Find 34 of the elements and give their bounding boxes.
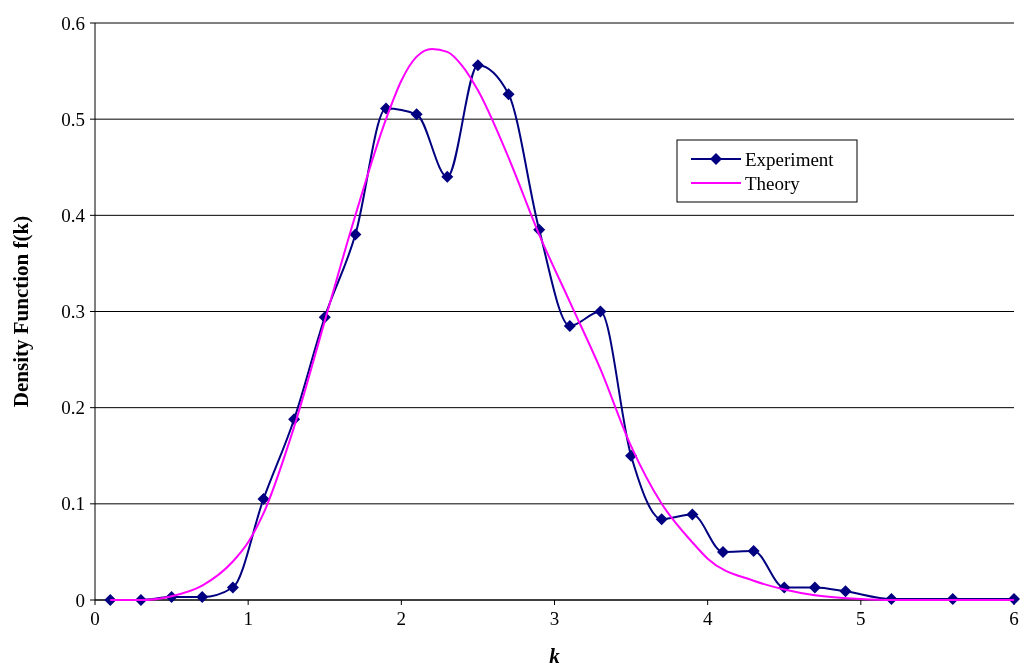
point (226, 581, 239, 594)
y-tick-label: 0.3 (61, 301, 85, 323)
point (686, 508, 699, 521)
x-axis-title: k (549, 644, 561, 667)
x-tick-label: 4 (702, 608, 713, 629)
point (196, 591, 209, 604)
point (594, 305, 607, 318)
point (747, 544, 760, 557)
y-tick-label: 0.2 (61, 397, 85, 419)
x-tick-label: 1 (243, 608, 253, 629)
point (502, 88, 515, 101)
x-tick-label: 2 (396, 608, 407, 629)
point (563, 319, 576, 332)
legend-label: Theory (745, 172, 801, 194)
point (808, 581, 821, 594)
point (471, 59, 484, 72)
point (839, 585, 852, 598)
point (716, 545, 729, 558)
x-tick-label: 3 (549, 608, 560, 629)
point (410, 108, 423, 121)
y-tick-label: 0.6 (61, 12, 85, 34)
y-tick-label: 0.4 (61, 204, 86, 226)
y-axis-title: Density Function f(k) (9, 215, 33, 408)
x-tick-label: 5 (856, 608, 866, 629)
x-tick-label: 6 (1009, 608, 1019, 629)
point (655, 513, 668, 526)
legend-label: Experiment (745, 148, 835, 170)
point (349, 228, 362, 241)
y-tick-label: 0.1 (61, 493, 85, 515)
point (441, 170, 454, 183)
y-tick-label: 0.5 (61, 108, 85, 130)
x-tick-label: 0 (90, 608, 100, 629)
point (257, 493, 270, 506)
y-tick-label: 0 (75, 589, 85, 611)
